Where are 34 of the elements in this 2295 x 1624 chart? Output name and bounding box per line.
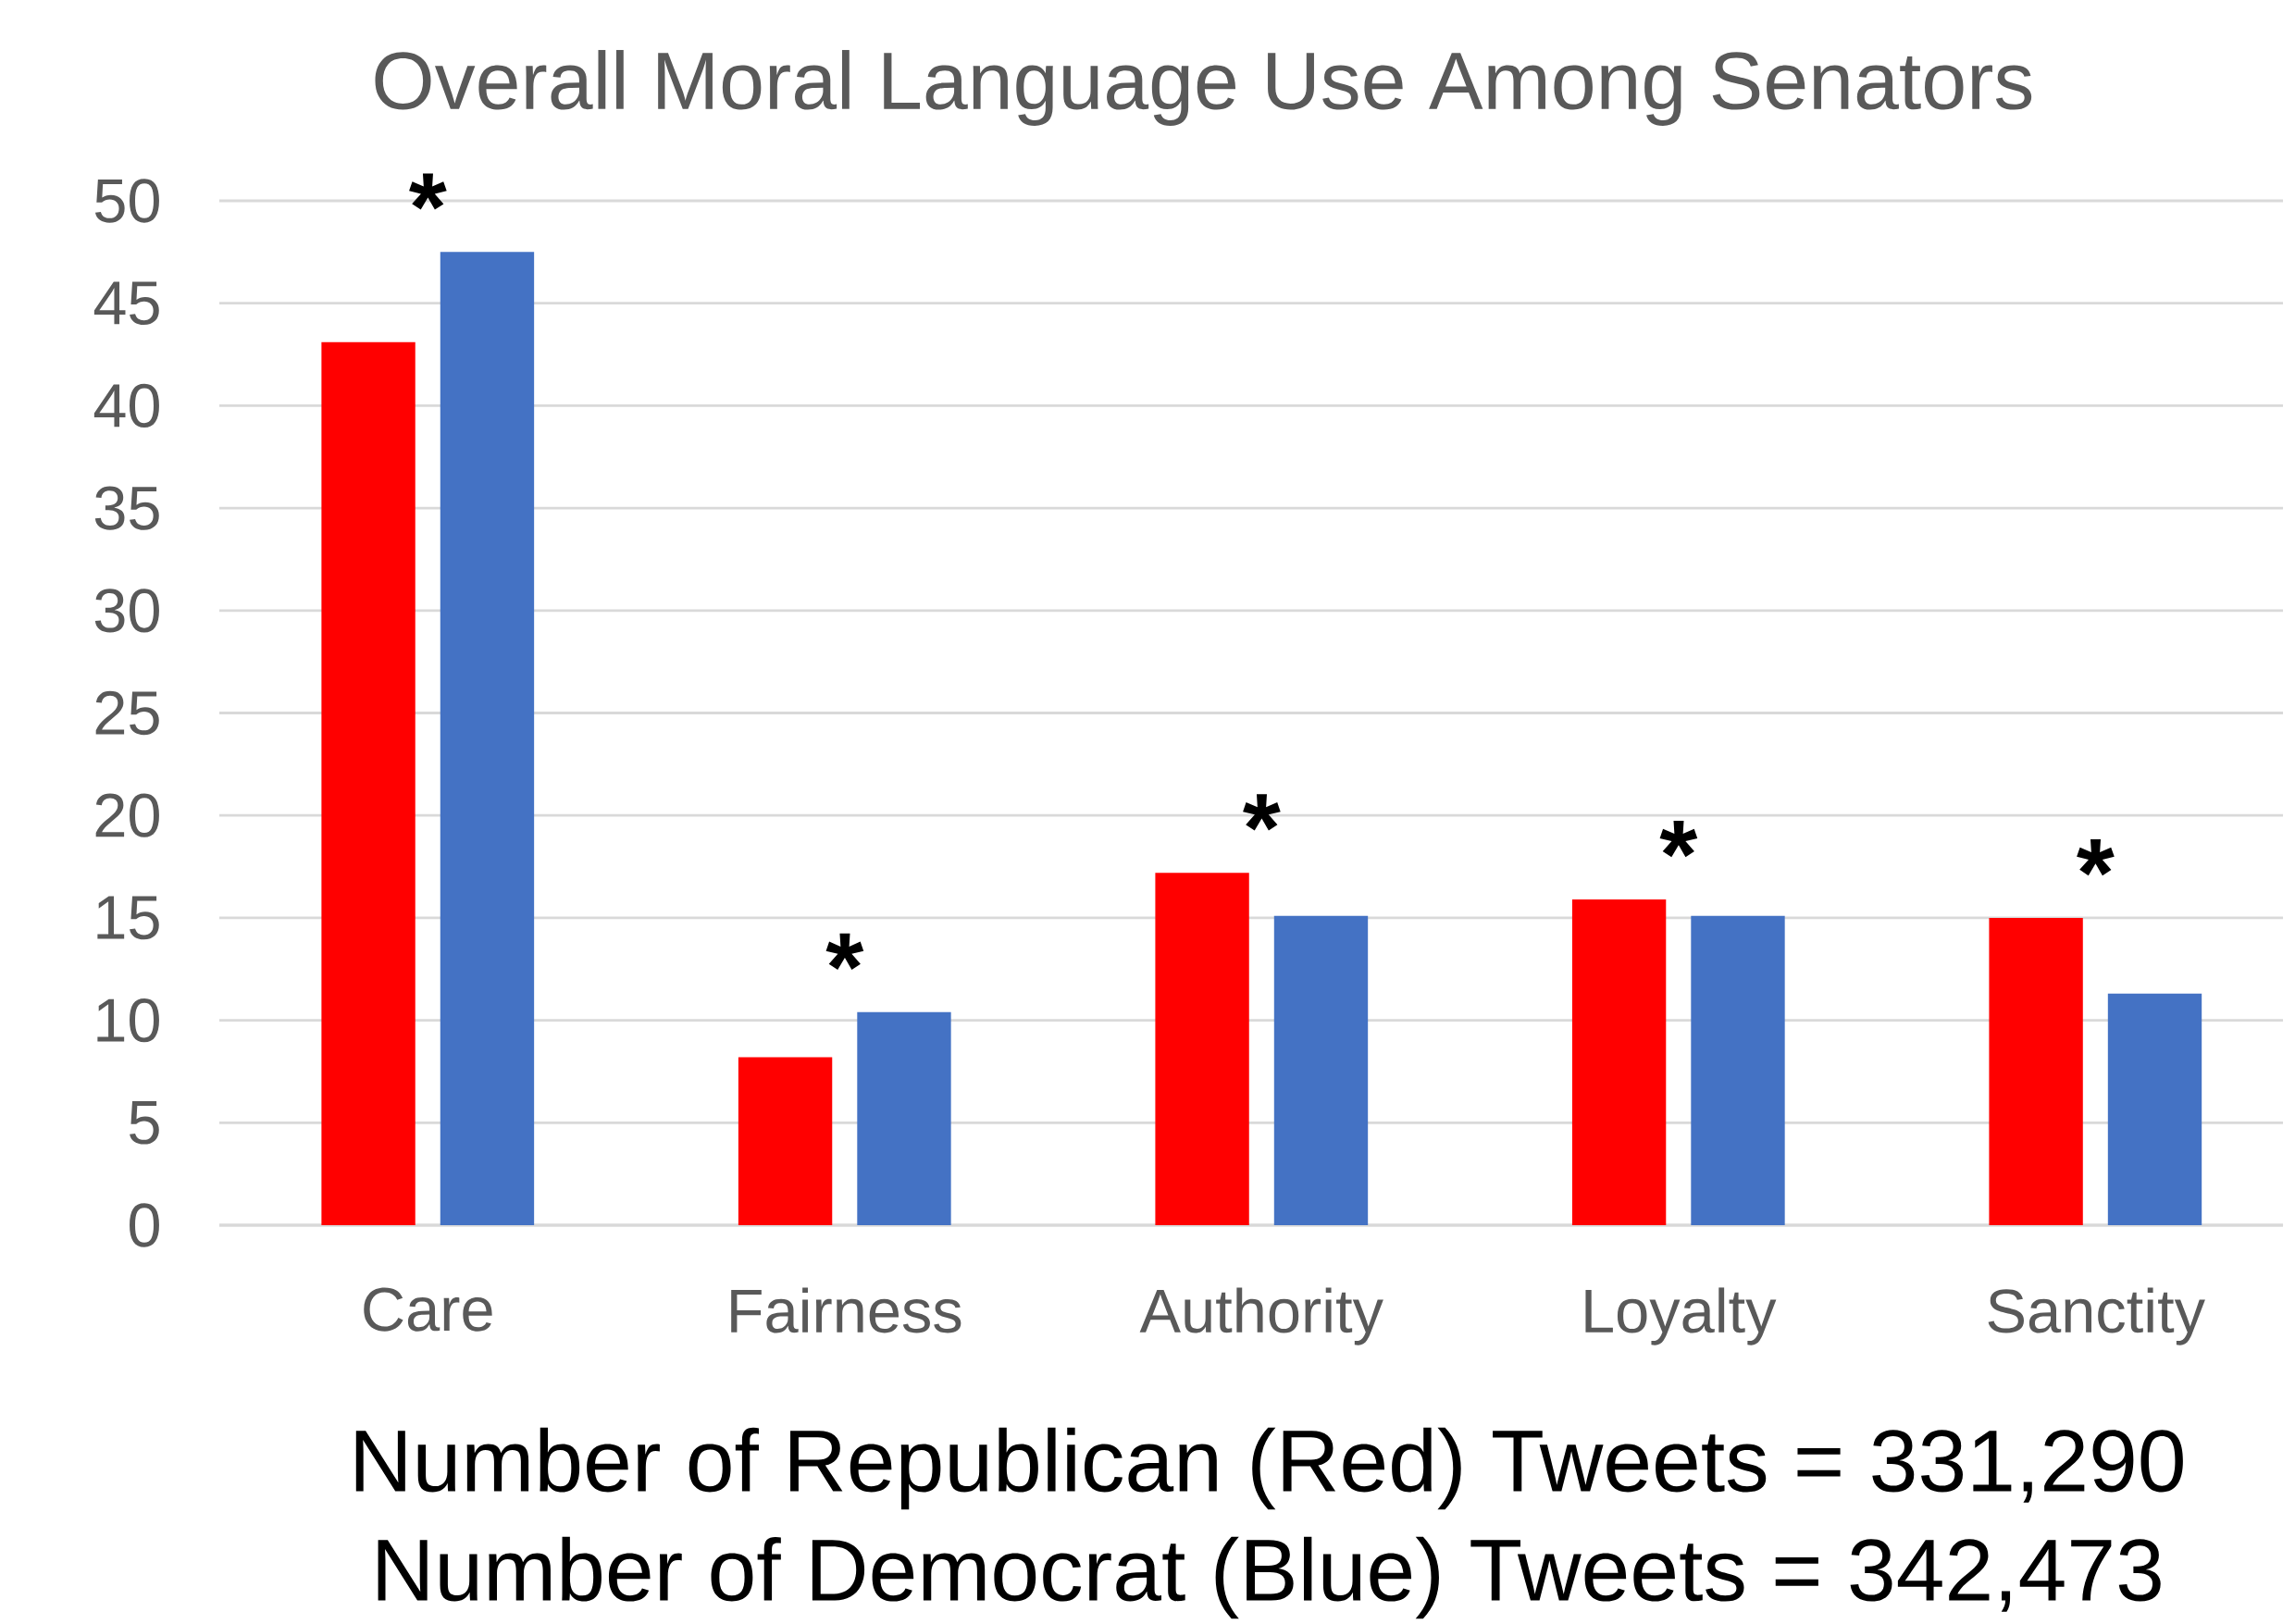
bar [1989, 917, 2083, 1225]
x-tick-label: Loyalty [1585, 1287, 1777, 1345]
bar [2107, 993, 2202, 1225]
y-tick-label: 20 [95, 793, 159, 837]
annotation: * [1243, 794, 1281, 831]
y-tick-label: 50 [94, 179, 159, 223]
bar [1691, 915, 1785, 1225]
x-tick-label: Fairness [731, 1287, 961, 1333]
y-tick-label: 10 [97, 998, 159, 1043]
y-tick-label: 40 [93, 383, 159, 428]
x-tick-label: Care [364, 1287, 492, 1332]
y-tick-label: 25 [95, 690, 159, 736]
text: Number of Republican (Red) Tweets = 331,290 [355, 1427, 2183, 1510]
bar [1155, 873, 1249, 1225]
annotation: * [1659, 821, 1698, 858]
bar [738, 1057, 833, 1225]
y-tick-label: 30 [94, 589, 159, 633]
y-tick-label: 15 [97, 896, 159, 940]
x-tick-label: Sanctity [1988, 1287, 2205, 1345]
bar [1571, 899, 1667, 1225]
y-tick-label: 45 [93, 281, 159, 325]
y-tick-label: 5 [130, 1101, 159, 1145]
bar [321, 341, 416, 1225]
bar [440, 252, 535, 1225]
annotation: * [409, 173, 447, 210]
chart-title: Overall Moral Language Use Among Senators [375, 50, 2032, 126]
annotation: * [2077, 838, 2115, 876]
bar [1273, 915, 1369, 1225]
annotation: * [825, 933, 864, 971]
bar [857, 1011, 951, 1225]
y-tick-label: 35 [94, 486, 159, 530]
x-tick-label: Authority [1139, 1287, 1383, 1345]
text: Number of Democrat (Blue) Tweets = 342,473 [378, 1536, 2161, 1619]
y-tick-label: 0 [130, 1203, 159, 1247]
